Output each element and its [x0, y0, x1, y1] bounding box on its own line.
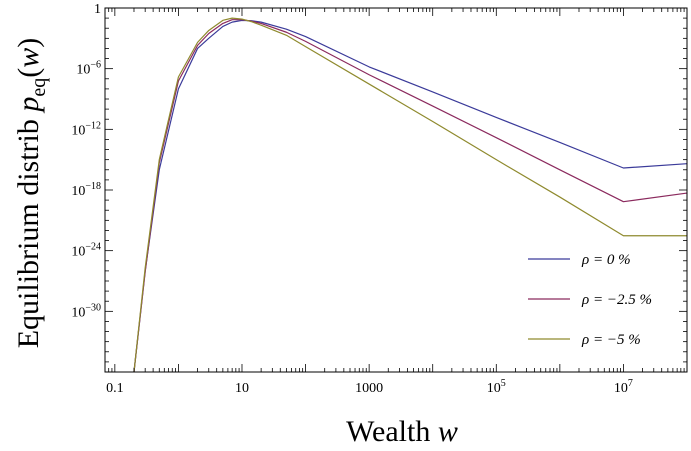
axis-tick-labels: 0.1 10 1000 105 107 1 10−6 10−12 10−18 10−24 10−30 [71, 2, 633, 396]
series-layer [133, 17, 688, 373]
x-tick-label: 105 [487, 378, 506, 396]
legend: ρ = 0 % ρ = −2.5 % ρ = −5 % [528, 252, 652, 348]
series-line-3 [133, 17, 687, 373]
y-tick-label: 10−6 [76, 60, 101, 78]
y-tick-label: 10−24 [71, 242, 101, 260]
legend-label-3: ρ = −5 % [581, 332, 641, 348]
x-tick-label: 10 [235, 381, 249, 396]
x-axis-title: Wealth w [346, 415, 458, 448]
x-tick-label: 107 [614, 378, 633, 396]
axis-ticks [104, 7, 688, 373]
legend-label-1: ρ = 0 % [581, 252, 631, 268]
x-tick-label: 1000 [355, 381, 383, 396]
y-tick-label: 10−30 [71, 302, 101, 320]
x-tick-label: 0.1 [106, 381, 124, 396]
y-tick-label: 10−18 [71, 181, 101, 199]
y-axis-title: Equilibrium distrib peq(w) [12, 38, 50, 349]
y-tick-label: 1 [94, 2, 101, 17]
y-tick-label: 10−12 [71, 120, 101, 138]
legend-label-2: ρ = −2.5 % [581, 292, 652, 308]
